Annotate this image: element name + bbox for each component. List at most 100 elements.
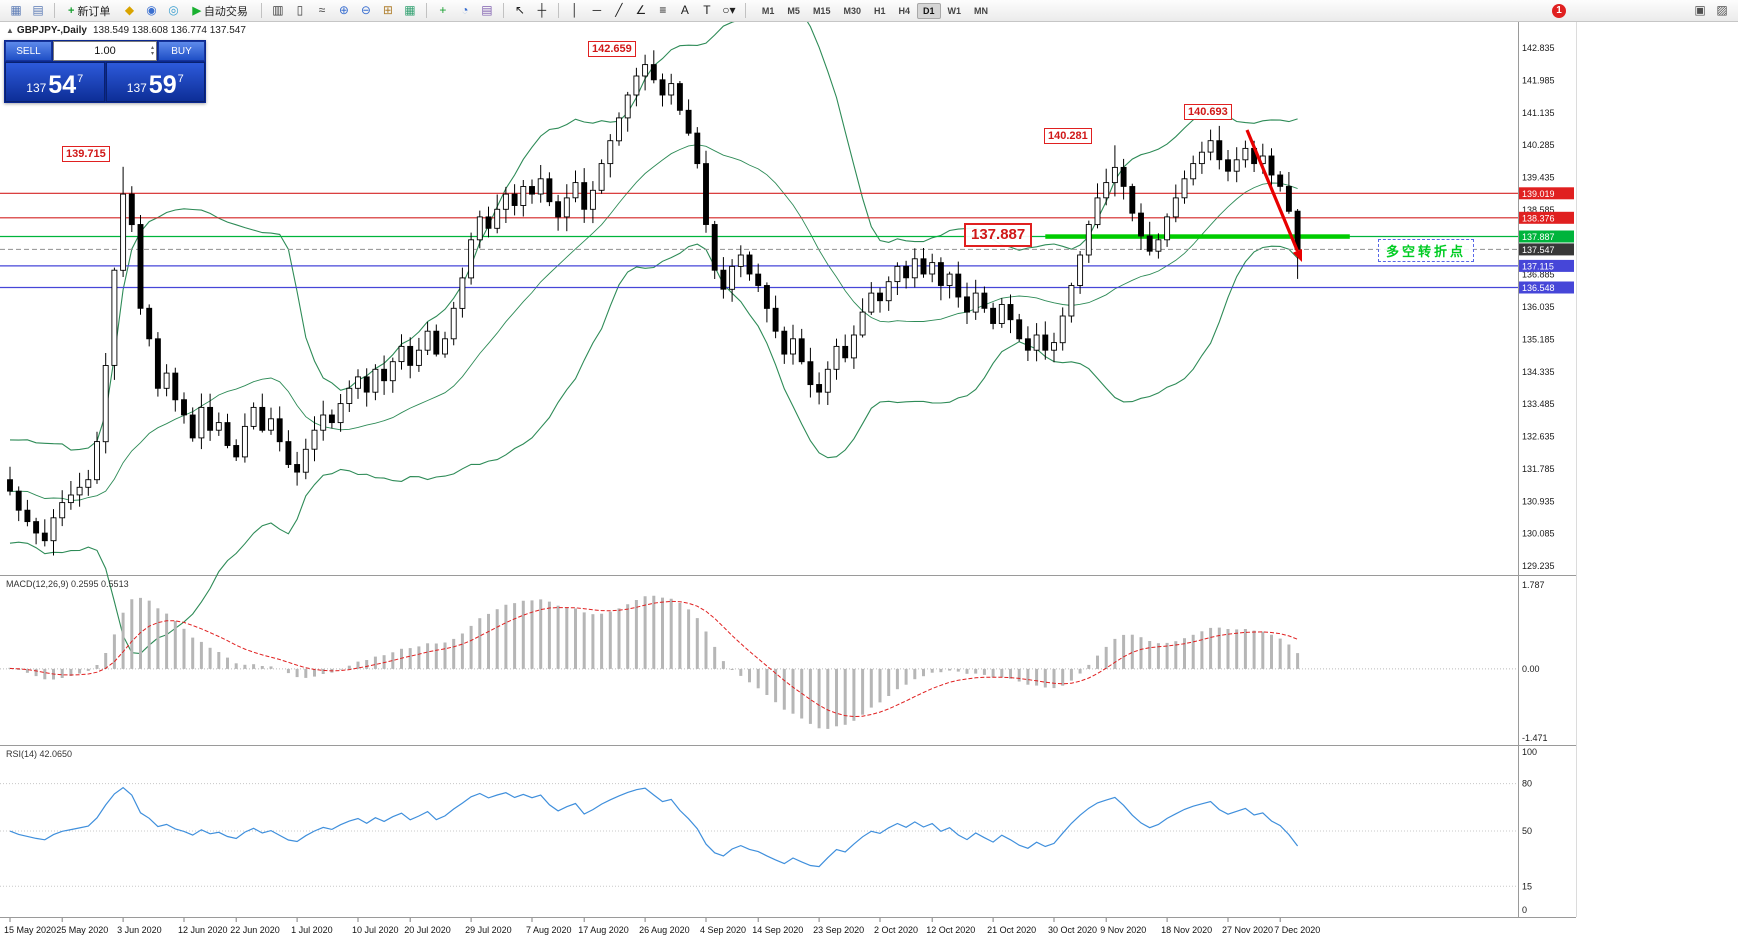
sell-price-button[interactable]: 137 54 7 <box>5 62 105 102</box>
candlestick-chart-icon[interactable]: ▯ <box>296 2 304 17</box>
panel-separators[interactable] <box>0 22 1577 918</box>
svg-text:129.235: 129.235 <box>1522 561 1555 571</box>
svg-text:131.785: 131.785 <box>1522 464 1555 474</box>
timeframe-m30[interactable]: M30 <box>843 5 861 16</box>
timeframe-h1[interactable]: H1 <box>873 5 886 16</box>
panel-toggle-icon[interactable]: ▨ <box>1716 2 1728 17</box>
svg-text:133.485: 133.485 <box>1522 399 1555 409</box>
sell-price-sup: 7 <box>77 73 84 85</box>
sell-tab-button[interactable]: SELL <box>5 41 52 61</box>
text-icon[interactable]: A <box>680 2 689 17</box>
toolbar-separator <box>54 3 55 18</box>
vertical-line-icon[interactable]: │ <box>571 2 579 17</box>
autotrade-button[interactable]: ▶ 自动交易 <box>185 1 254 21</box>
new-order-button[interactable]: + 新订单 <box>61 1 117 21</box>
time-axis[interactable]: 15 May 2020 25 May 2020 3 Jun 2020 12 Jun 2… <box>4 918 1320 935</box>
autotrade-button-label: 自动交易 <box>203 5 248 18</box>
trend-arrow[interactable] <box>1245 129 1302 262</box>
svg-text:142.835: 142.835 <box>1522 43 1555 53</box>
templates-icon[interactable]: ▤ <box>481 2 493 17</box>
auto-arrange-icon[interactable]: ▦ <box>404 2 416 17</box>
svg-text:100: 100 <box>1522 747 1537 757</box>
svg-text:139.019: 139.019 <box>1522 189 1555 199</box>
timeframe-m15[interactable]: M15 <box>812 5 831 16</box>
new-order-button-label: 新订单 <box>77 5 111 18</box>
trendline-icon[interactable]: ╱ <box>615 2 623 17</box>
svg-text:12 Oct 2020: 12 Oct 2020 <box>926 925 975 935</box>
svg-text:140.285: 140.285 <box>1522 140 1555 150</box>
timeframe-m1[interactable]: M1 <box>761 5 775 16</box>
buy-price-sup: 7 <box>177 73 184 85</box>
macd-panel: 1.787 0.00 -1.471 <box>0 580 1548 743</box>
horizontal-line-icon[interactable]: ─ <box>592 2 602 17</box>
one-click-panel-toggle[interactable]: ▲ <box>6 26 14 35</box>
timeframe-h4[interactable]: H4 <box>898 5 910 16</box>
indicators-icon[interactable]: + <box>439 2 447 17</box>
cursor-icon[interactable]: ↖ <box>514 2 525 17</box>
timeframe-d1[interactable]: D1 <box>917 2 941 19</box>
svg-text:29 Jul 2020: 29 Jul 2020 <box>465 925 512 935</box>
svg-text:136.885: 136.885 <box>1522 270 1555 280</box>
line-chart-icon[interactable]: ≈ <box>318 2 326 17</box>
svg-text:25 May 2020: 25 May 2020 <box>56 925 108 935</box>
svg-text:15 May 2020: 15 May 2020 <box>4 925 56 935</box>
tile-windows-icon[interactable]: ⊞ <box>382 2 393 17</box>
notification-badge[interactable]: 1 <box>1552 3 1566 18</box>
svg-text:23 Sep 2020: 23 Sep 2020 <box>813 925 864 935</box>
swing-label-139-715[interactable]: 139.715 <box>62 146 110 162</box>
svg-text:136.548: 136.548 <box>1522 283 1555 293</box>
swing-label-140-281[interactable]: 140.281 <box>1044 128 1092 144</box>
svg-text:141.985: 141.985 <box>1522 75 1555 85</box>
new-chart-icon[interactable]: ▦ <box>10 2 22 17</box>
swing-label-142-659[interactable]: 142.659 <box>588 41 636 57</box>
rsi-panel: 100 80 50 15 0 <box>0 747 1537 915</box>
thick-support-line <box>1045 234 1350 239</box>
support-label-137-887[interactable]: 137.887 <box>964 223 1033 247</box>
price-axis[interactable]: 142.835 141.985 141.135 140.285 139.435 138.5… <box>1519 43 1574 571</box>
swing-label-140-693[interactable]: 140.693 <box>1184 104 1232 120</box>
turning-point-label[interactable]: 多空转折点 <box>1378 239 1475 262</box>
chart-title-row: ▲ GBPJPY-,Daily 138.549 138.608 136.774 13… <box>6 25 246 36</box>
svg-text:30 Oct 2020: 30 Oct 2020 <box>1048 925 1097 935</box>
chart-profiles-icon[interactable]: ▤ <box>32 2 44 17</box>
toolbar-separator <box>557 3 559 18</box>
chart-ohlc-values: 138.549 138.608 136.774 137.547 <box>92 25 246 36</box>
buy-tab-button[interactable]: BUY <box>158 41 205 61</box>
timeframe-mn[interactable]: MN <box>974 5 989 16</box>
crosshair-icon[interactable]: ┼ <box>537 2 547 17</box>
toolbar-separator <box>744 3 746 18</box>
svg-text:138.585: 138.585 <box>1522 205 1555 215</box>
mailbox-icon[interactable]: ◆ <box>124 2 135 17</box>
svg-text:15: 15 <box>1522 881 1532 891</box>
new-order-button-icon: + <box>68 4 75 17</box>
buy-price-big: 59 <box>148 71 177 99</box>
chart-symbol-title: GBPJPY-,Daily <box>16 25 87 36</box>
periods-icon[interactable]: ◔ <box>461 2 469 17</box>
sell-price-big: 54 <box>48 71 77 99</box>
toolbar-separator <box>502 3 504 18</box>
svg-text:138.376: 138.376 <box>1522 213 1555 223</box>
svg-text:21 Oct 2020: 21 Oct 2020 <box>987 925 1036 935</box>
dock-window-icon[interactable]: ▣ <box>1694 2 1706 17</box>
market-watch-icon[interactable]: ◉ <box>146 2 157 17</box>
volume-input[interactable]: 1.00 ▴ ▾ <box>53 41 157 61</box>
zoom-in-icon[interactable]: ⊕ <box>338 2 349 17</box>
bar-chart-icon[interactable]: ▥ <box>272 2 284 17</box>
volume-stepper[interactable]: ▴ ▾ <box>150 45 154 57</box>
svg-text:134.335: 134.335 <box>1522 367 1555 377</box>
buy-price-button[interactable]: 137 59 7 <box>105 62 205 102</box>
horizontal-lines[interactable] <box>0 192 1518 289</box>
channel-icon[interactable]: ∠ <box>635 2 647 17</box>
timeframe-m5[interactable]: M5 <box>787 5 800 16</box>
one-click-trade-panel: SELL 1.00 ▴ ▾ BUY 137 54 7 137 59 7 <box>4 40 206 103</box>
zoom-out-icon[interactable]: ⊖ <box>360 2 371 17</box>
text-label-icon[interactable]: T <box>703 2 711 17</box>
shapes-icon[interactable]: ○▾ <box>722 2 736 17</box>
svg-text:22 Jun 2020: 22 Jun 2020 <box>230 925 280 935</box>
fibonacci-icon[interactable]: ≡ <box>659 2 667 17</box>
community-icon[interactable]: ◎ <box>168 2 179 17</box>
timeframe-w1[interactable]: W1 <box>947 5 962 16</box>
svg-text:20 Jul 2020: 20 Jul 2020 <box>404 925 451 935</box>
